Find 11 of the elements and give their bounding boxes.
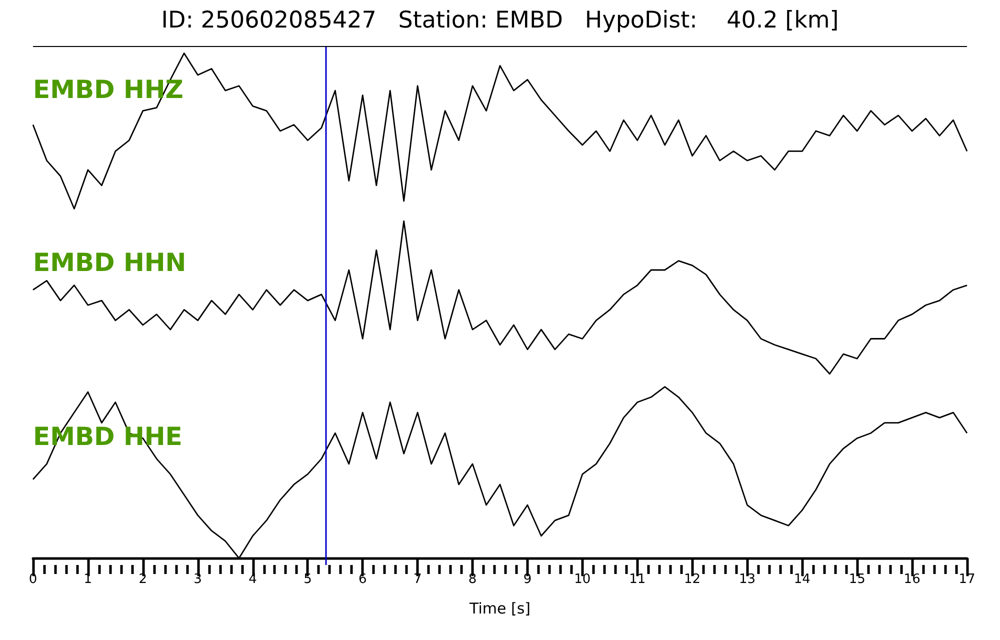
x-tick-label: 15 <box>848 572 866 587</box>
x-tick-label: 11 <box>629 572 646 587</box>
x-tick-label: 17 <box>958 572 976 587</box>
x-tick-label: 10 <box>574 572 591 587</box>
x-tick-label: 14 <box>794 572 810 587</box>
x-tick-label: 16 <box>904 572 920 587</box>
x-axis-title: Time [s] <box>468 600 530 618</box>
x-tick-label: 13 <box>738 572 756 587</box>
annotation: EMBD HHN <box>33 248 186 277</box>
chart-title: ID: 250602085427 Station: EMBD HypoDist: 40.2 [km] <box>161 8 839 34</box>
x-tick-label: 12 <box>684 572 701 587</box>
